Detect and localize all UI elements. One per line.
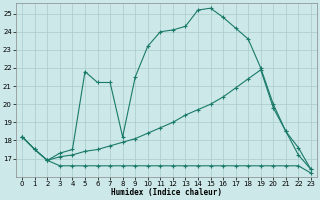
X-axis label: Humidex (Indice chaleur): Humidex (Indice chaleur) <box>111 188 222 197</box>
